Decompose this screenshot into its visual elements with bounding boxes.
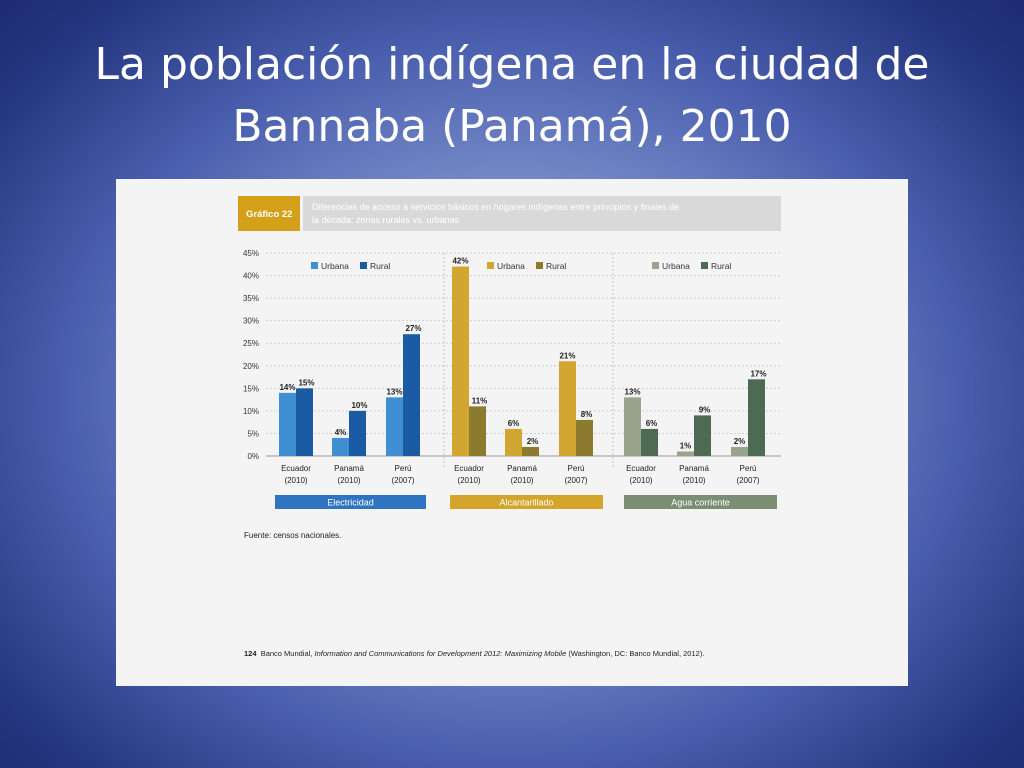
group-band-label: Electricidad (327, 498, 374, 508)
group-band (624, 495, 777, 509)
legend-swatch-rural (701, 262, 708, 269)
page-number: 124 (244, 649, 257, 658)
data-label-rural: 9% (699, 405, 711, 414)
bar-rural (576, 419, 593, 456)
x-category-year: (2007) (391, 476, 414, 485)
data-label-rural: 8% (581, 410, 593, 419)
citation-title: Information and Communications for Devel… (314, 649, 567, 658)
bar-urban (332, 437, 349, 456)
data-label-rural: 15% (298, 378, 314, 387)
data-label-rural: 6% (646, 419, 658, 428)
data-label-urban: 21% (559, 351, 575, 360)
data-label-urban: 1% (680, 441, 692, 450)
data-label-urban: 6% (508, 419, 520, 428)
y-tick-label: 40% (243, 272, 259, 281)
source-note: Fuente: censos nacionales. (244, 531, 342, 540)
legend-label-rural: Rural (546, 261, 566, 271)
bar-urban (505, 428, 522, 456)
y-tick-label: 0% (247, 452, 259, 461)
x-category-label: Ecuador (626, 464, 656, 473)
bar-rural (469, 406, 486, 456)
legend-swatch-rural (536, 262, 543, 269)
bar-urban (677, 451, 694, 456)
citation-publisher: (Washington, DC: Banco Mundial, 2012). (566, 649, 705, 658)
group-band-label: Alcantarillado (499, 498, 553, 508)
legend-swatch-urban (487, 262, 494, 269)
group-band-label: Agua corriente (671, 498, 730, 508)
bar-urban (731, 446, 748, 456)
x-category-label: Perú (395, 464, 412, 473)
data-label-rural: 2% (527, 437, 539, 446)
bar-rural (641, 428, 658, 456)
x-category-label: Perú (740, 464, 757, 473)
bar-urban (279, 392, 296, 456)
x-category-label: Panamá (507, 464, 537, 473)
bar-rural (748, 379, 765, 456)
y-tick-label: 20% (243, 362, 259, 371)
bar-urban (624, 397, 641, 456)
x-category-year: (2010) (284, 476, 307, 485)
group-band (275, 495, 426, 509)
x-category-label: Panamá (679, 464, 709, 473)
legend-swatch-urban (311, 262, 318, 269)
data-label-urban: 13% (386, 387, 402, 396)
bar-rural (694, 415, 711, 456)
figure-label: Gráfico 22 (246, 209, 292, 220)
figure-caption-line-1: Diferencias de acceso a servicios básico… (312, 202, 679, 212)
figure-caption-box (303, 196, 781, 231)
x-category-label: Perú (568, 464, 585, 473)
data-label-rural: 27% (405, 324, 421, 333)
x-category-year: (2010) (337, 476, 360, 485)
data-label-urban: 4% (335, 428, 347, 437)
y-tick-label: 10% (243, 407, 259, 416)
x-category-label: Ecuador (281, 464, 311, 473)
legend-label-rural: Rural (711, 261, 731, 271)
bar-urban (386, 397, 403, 456)
y-tick-label: 25% (243, 339, 259, 348)
data-label-urban: 14% (279, 383, 295, 392)
group-band (450, 495, 603, 509)
y-tick-label: 35% (243, 294, 259, 303)
data-label-urban: 13% (624, 387, 640, 396)
slide-title-line-2: Bannaba (Panamá), 2010 (232, 101, 792, 152)
x-category-year: (2007) (564, 476, 587, 485)
data-label-urban: 42% (452, 257, 468, 266)
x-category-label: Ecuador (454, 464, 484, 473)
legend-label-urban: Urbana (321, 261, 349, 271)
bar-chart: Gráfico 22 Diferencias de acceso a servic… (238, 196, 781, 509)
bar-urban (452, 266, 469, 456)
bar-rural (296, 388, 313, 456)
bar-rural (403, 334, 420, 456)
legend-swatch-urban (652, 262, 659, 269)
y-tick-label: 5% (247, 429, 259, 438)
bar-rural (349, 410, 366, 456)
y-tick-label: 15% (243, 384, 259, 393)
x-category-year: (2010) (629, 476, 652, 485)
x-category-year: (2010) (682, 476, 705, 485)
x-category-year: (2010) (457, 476, 480, 485)
data-label-rural: 17% (750, 369, 766, 378)
x-category-year: (2010) (510, 476, 533, 485)
y-tick-label: 45% (243, 249, 259, 258)
y-tick-label: 30% (243, 317, 259, 326)
bar-rural (522, 446, 539, 456)
figure-caption-line-2: la década: zonas rurales vs. urbanas (312, 215, 460, 225)
chart-figure: Gráfico 22 Diferencias de acceso a servic… (116, 179, 908, 686)
data-label-rural: 10% (351, 401, 367, 410)
x-category-year: (2007) (736, 476, 759, 485)
data-label-urban: 2% (734, 437, 746, 446)
slide-title: La población indígena en la ciudad de Ba… (0, 34, 1024, 158)
data-label-rural: 11% (472, 396, 488, 405)
bar-urban (559, 361, 576, 456)
x-category-label: Panamá (334, 464, 364, 473)
slide-title-line-1: La población indígena en la ciudad de (94, 39, 930, 90)
citation-author: Banco Mundial, (260, 649, 315, 658)
legend-swatch-rural (360, 262, 367, 269)
legend-label-urban: Urbana (662, 261, 690, 271)
legend-label-urban: Urbana (497, 261, 525, 271)
figure-label-box (238, 196, 300, 231)
legend-label-rural: Rural (370, 261, 390, 271)
footer-citation: 124 Banco Mundial, Information and Commu… (244, 649, 704, 658)
